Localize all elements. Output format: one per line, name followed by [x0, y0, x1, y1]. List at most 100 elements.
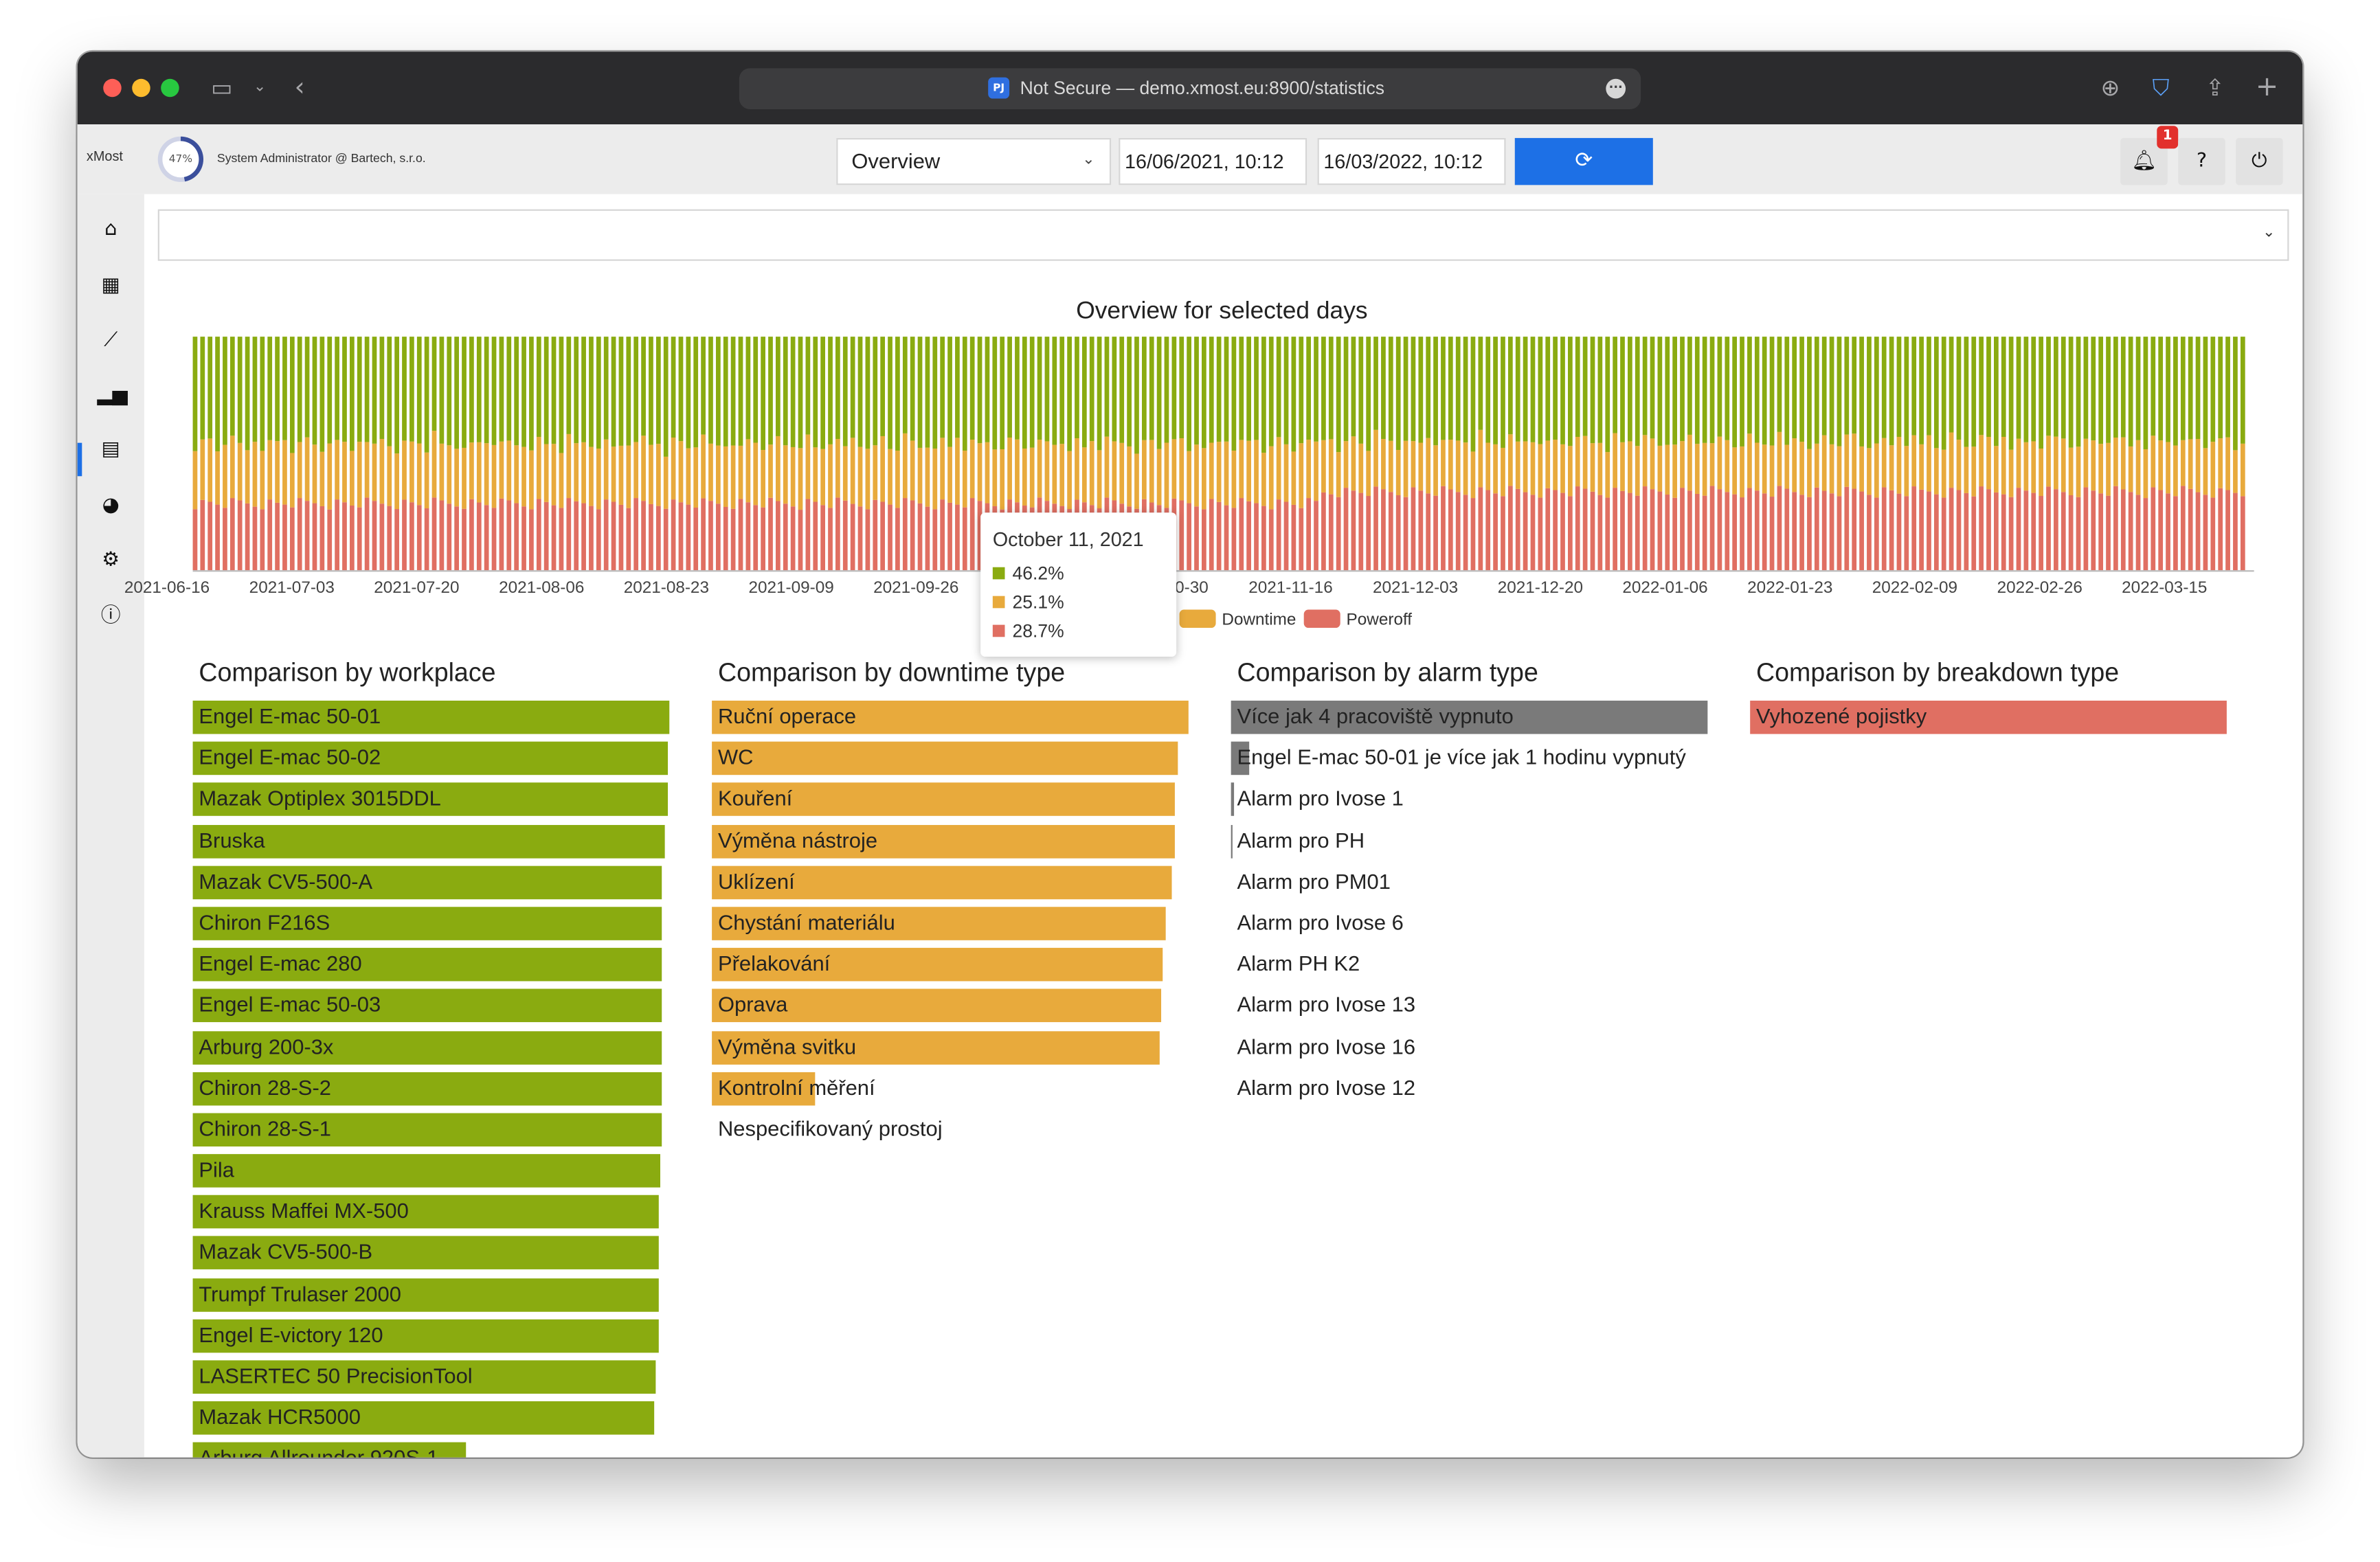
bar-running[interactable]: [663, 337, 669, 457]
bar-downtime[interactable]: [312, 444, 317, 503]
bar-downtime[interactable]: [2225, 437, 2230, 490]
bar-poweroff[interactable]: [207, 501, 213, 571]
bar-running[interactable]: [1754, 337, 1760, 443]
bar-poweroff[interactable]: [1702, 495, 1707, 571]
comparison-row[interactable]: Mazak Optiplex 3015DDL: [192, 782, 670, 823]
comparison-row[interactable]: Kontrolní měření: [712, 1070, 1189, 1111]
bar-running[interactable]: [416, 337, 422, 444]
view-select[interactable]: Overview ⌄: [836, 137, 1112, 185]
bar-running[interactable]: [1328, 337, 1334, 440]
bar-downtime[interactable]: [723, 446, 728, 508]
bar-downtime[interactable]: [484, 443, 489, 506]
bar-running[interactable]: [1859, 337, 1864, 446]
bar-running[interactable]: [1515, 337, 1520, 442]
bar-poweroff[interactable]: [857, 506, 863, 571]
bar-running[interactable]: [566, 337, 572, 434]
bar-running[interactable]: [1194, 337, 1199, 445]
bar-running[interactable]: [1089, 337, 1094, 442]
share-icon[interactable]: ⇪: [2205, 74, 2225, 102]
bar-running[interactable]: [2083, 337, 2089, 439]
bar-running[interactable]: [1933, 337, 1939, 449]
bar-poweroff[interactable]: [873, 499, 878, 571]
bar-running[interactable]: [2098, 337, 2104, 444]
bar-downtime[interactable]: [1694, 444, 1700, 494]
comparison-row[interactable]: Výměna nástroje: [712, 823, 1189, 864]
bar-running[interactable]: [1986, 337, 1991, 438]
bar-downtime[interactable]: [1314, 441, 1318, 501]
bar-downtime[interactable]: [1889, 445, 1894, 490]
bar-running[interactable]: [1141, 337, 1147, 440]
bar-poweroff[interactable]: [1852, 488, 1857, 571]
bar-running[interactable]: [327, 337, 333, 444]
bar-downtime[interactable]: [596, 449, 601, 510]
bar-poweroff[interactable]: [895, 508, 900, 571]
bar-downtime[interactable]: [1268, 446, 1274, 510]
bar-poweroff[interactable]: [1709, 486, 1715, 571]
bar-running[interactable]: [1702, 337, 1707, 443]
bar-running[interactable]: [1844, 337, 1850, 435]
bar-running[interactable]: [1837, 337, 1842, 446]
bar-running[interactable]: [985, 337, 990, 442]
bar-poweroff[interactable]: [574, 501, 579, 571]
refresh-button[interactable]: ⟳: [1514, 137, 1653, 185]
bar-poweroff[interactable]: [745, 502, 751, 571]
bar-running[interactable]: [1075, 337, 1079, 439]
bar-running[interactable]: [596, 337, 601, 449]
bar-poweroff[interactable]: [536, 499, 541, 571]
bar-downtime[interactable]: [1343, 441, 1349, 488]
bar-downtime[interactable]: [1538, 444, 1543, 498]
bar-running[interactable]: [2210, 337, 2216, 442]
bar-downtime[interactable]: [454, 449, 460, 507]
zoom-window-button[interactable]: [161, 78, 179, 98]
bar-poweroff[interactable]: [357, 507, 362, 571]
bar-downtime[interactable]: [655, 444, 661, 506]
bar-poweroff[interactable]: [1680, 488, 1685, 571]
bar-running[interactable]: [229, 337, 235, 436]
bar-running[interactable]: [626, 337, 631, 446]
comparison-row[interactable]: Nespecifikovaný prostoj: [712, 1111, 1189, 1153]
bar-poweroff[interactable]: [783, 503, 788, 571]
bar-running[interactable]: [1732, 337, 1738, 448]
bar-downtime[interactable]: [1567, 446, 1573, 497]
bar-downtime[interactable]: [1635, 446, 1640, 496]
bar-running[interactable]: [1709, 337, 1715, 444]
bar-downtime[interactable]: [1628, 441, 1632, 493]
bar-running[interactable]: [1067, 337, 1072, 451]
bar-poweroff[interactable]: [1373, 486, 1378, 571]
bar-poweroff[interactable]: [2031, 493, 2036, 571]
bar-poweroff[interactable]: [1837, 496, 1842, 571]
bar-downtime[interactable]: [947, 446, 952, 503]
bar-poweroff[interactable]: [1470, 498, 1476, 571]
bar-downtime[interactable]: [1657, 445, 1663, 492]
bar-poweroff[interactable]: [1777, 486, 1782, 571]
bar-downtime[interactable]: [1022, 449, 1027, 506]
bar-downtime[interactable]: [1672, 444, 1678, 498]
bar-poweroff[interactable]: [469, 499, 474, 571]
bar-poweroff[interactable]: [1919, 489, 1924, 571]
bar-downtime[interactable]: [842, 446, 848, 501]
bar-running[interactable]: [1321, 337, 1326, 440]
bar-downtime[interactable]: [992, 449, 998, 506]
bar-downtime[interactable]: [260, 451, 265, 510]
bar-running[interactable]: [1224, 337, 1229, 442]
bar-poweroff[interactable]: [551, 505, 557, 571]
legend-poweroff[interactable]: Poweroff: [1303, 609, 1412, 631]
bar-downtime[interactable]: [2135, 440, 2141, 495]
bar-running[interactable]: [2023, 337, 2029, 442]
bar-running[interactable]: [1777, 337, 1782, 432]
bar-running[interactable]: [245, 337, 250, 451]
bar-poweroff[interactable]: [1769, 497, 1775, 571]
bar-downtime[interactable]: [431, 431, 437, 498]
bar-running[interactable]: [1261, 337, 1266, 453]
bar-downtime[interactable]: [1493, 444, 1498, 494]
bar-downtime[interactable]: [237, 442, 243, 501]
bar-poweroff[interactable]: [1694, 493, 1700, 571]
bar-running[interactable]: [357, 337, 362, 442]
bar-downtime[interactable]: [1463, 442, 1468, 495]
bar-downtime[interactable]: [1904, 446, 1909, 497]
bar-downtime[interactable]: [2091, 440, 2096, 491]
bar-poweroff[interactable]: [940, 499, 945, 571]
bar-poweroff[interactable]: [671, 499, 676, 571]
bar-running[interactable]: [1628, 337, 1632, 442]
bar-running[interactable]: [1597, 337, 1603, 443]
